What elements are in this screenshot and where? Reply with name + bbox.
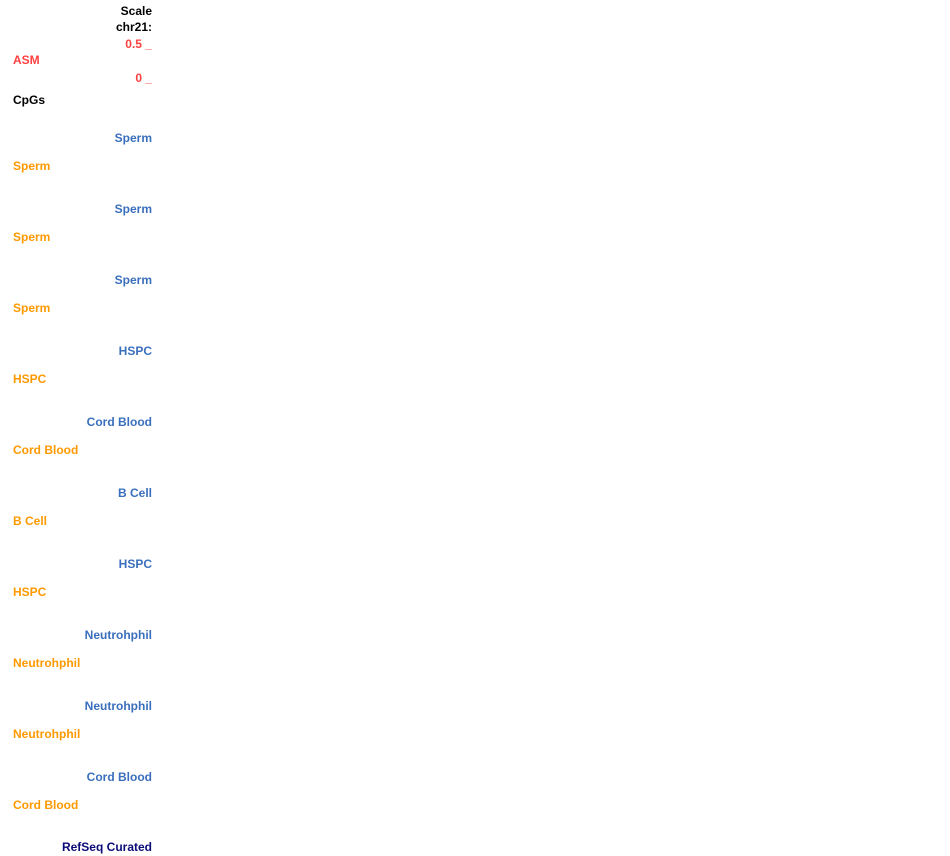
chromosome-label: chr21: (115, 20, 152, 34)
track-label-asm[interactable]: ASM (13, 53, 40, 67)
track-label-sperm-orange[interactable]: Sperm (13, 230, 51, 244)
track-label-sperm-blue[interactable]: Sperm (114, 273, 152, 287)
track-label-sperm-blue[interactable]: Sperm (114, 131, 152, 145)
track-label-b-cell-orange[interactable]: B Cell (13, 514, 48, 528)
track-label-cord-blood-orange[interactable]: Cord Blood (13, 443, 79, 457)
track-label-refseq-curated[interactable]: RefSeq Curated (61, 840, 152, 854)
track-label-hspc-orange[interactable]: HSPC (13, 372, 47, 386)
track-label-neutrohphil-orange[interactable]: Neutrohphil (13, 727, 81, 741)
track-label-cpgs[interactable]: CpGs (13, 93, 46, 107)
track-label-cord-blood-orange[interactable]: Cord Blood (13, 798, 79, 812)
track-label-hspc-blue[interactable]: HSPC (118, 557, 152, 571)
track-label-neutrohphil-orange[interactable]: Neutrohphil (13, 656, 81, 670)
track-label-sperm-orange[interactable]: Sperm (13, 159, 51, 173)
track-label-b-cell-blue[interactable]: B Cell (117, 486, 152, 500)
track-label-hspc-orange[interactable]: HSPC (13, 585, 47, 599)
scale-label: Scale (120, 4, 152, 18)
track-label-neutrohphil-blue[interactable]: Neutrohphil (84, 628, 152, 642)
asm-scale-min-tick: 0 _ (135, 71, 152, 85)
track-label-sperm-blue[interactable]: Sperm (114, 202, 152, 216)
asm-scale-max-tick: 0.5 _ (125, 37, 152, 51)
track-label-hspc-blue[interactable]: HSPC (118, 344, 152, 358)
track-label-sperm-orange[interactable]: Sperm (13, 301, 51, 315)
track-label-cord-blood-blue[interactable]: Cord Blood (86, 415, 152, 429)
track-label-cord-blood-blue[interactable]: Cord Blood (86, 770, 152, 784)
track-label-neutrohphil-blue[interactable]: Neutrohphil (84, 699, 152, 713)
